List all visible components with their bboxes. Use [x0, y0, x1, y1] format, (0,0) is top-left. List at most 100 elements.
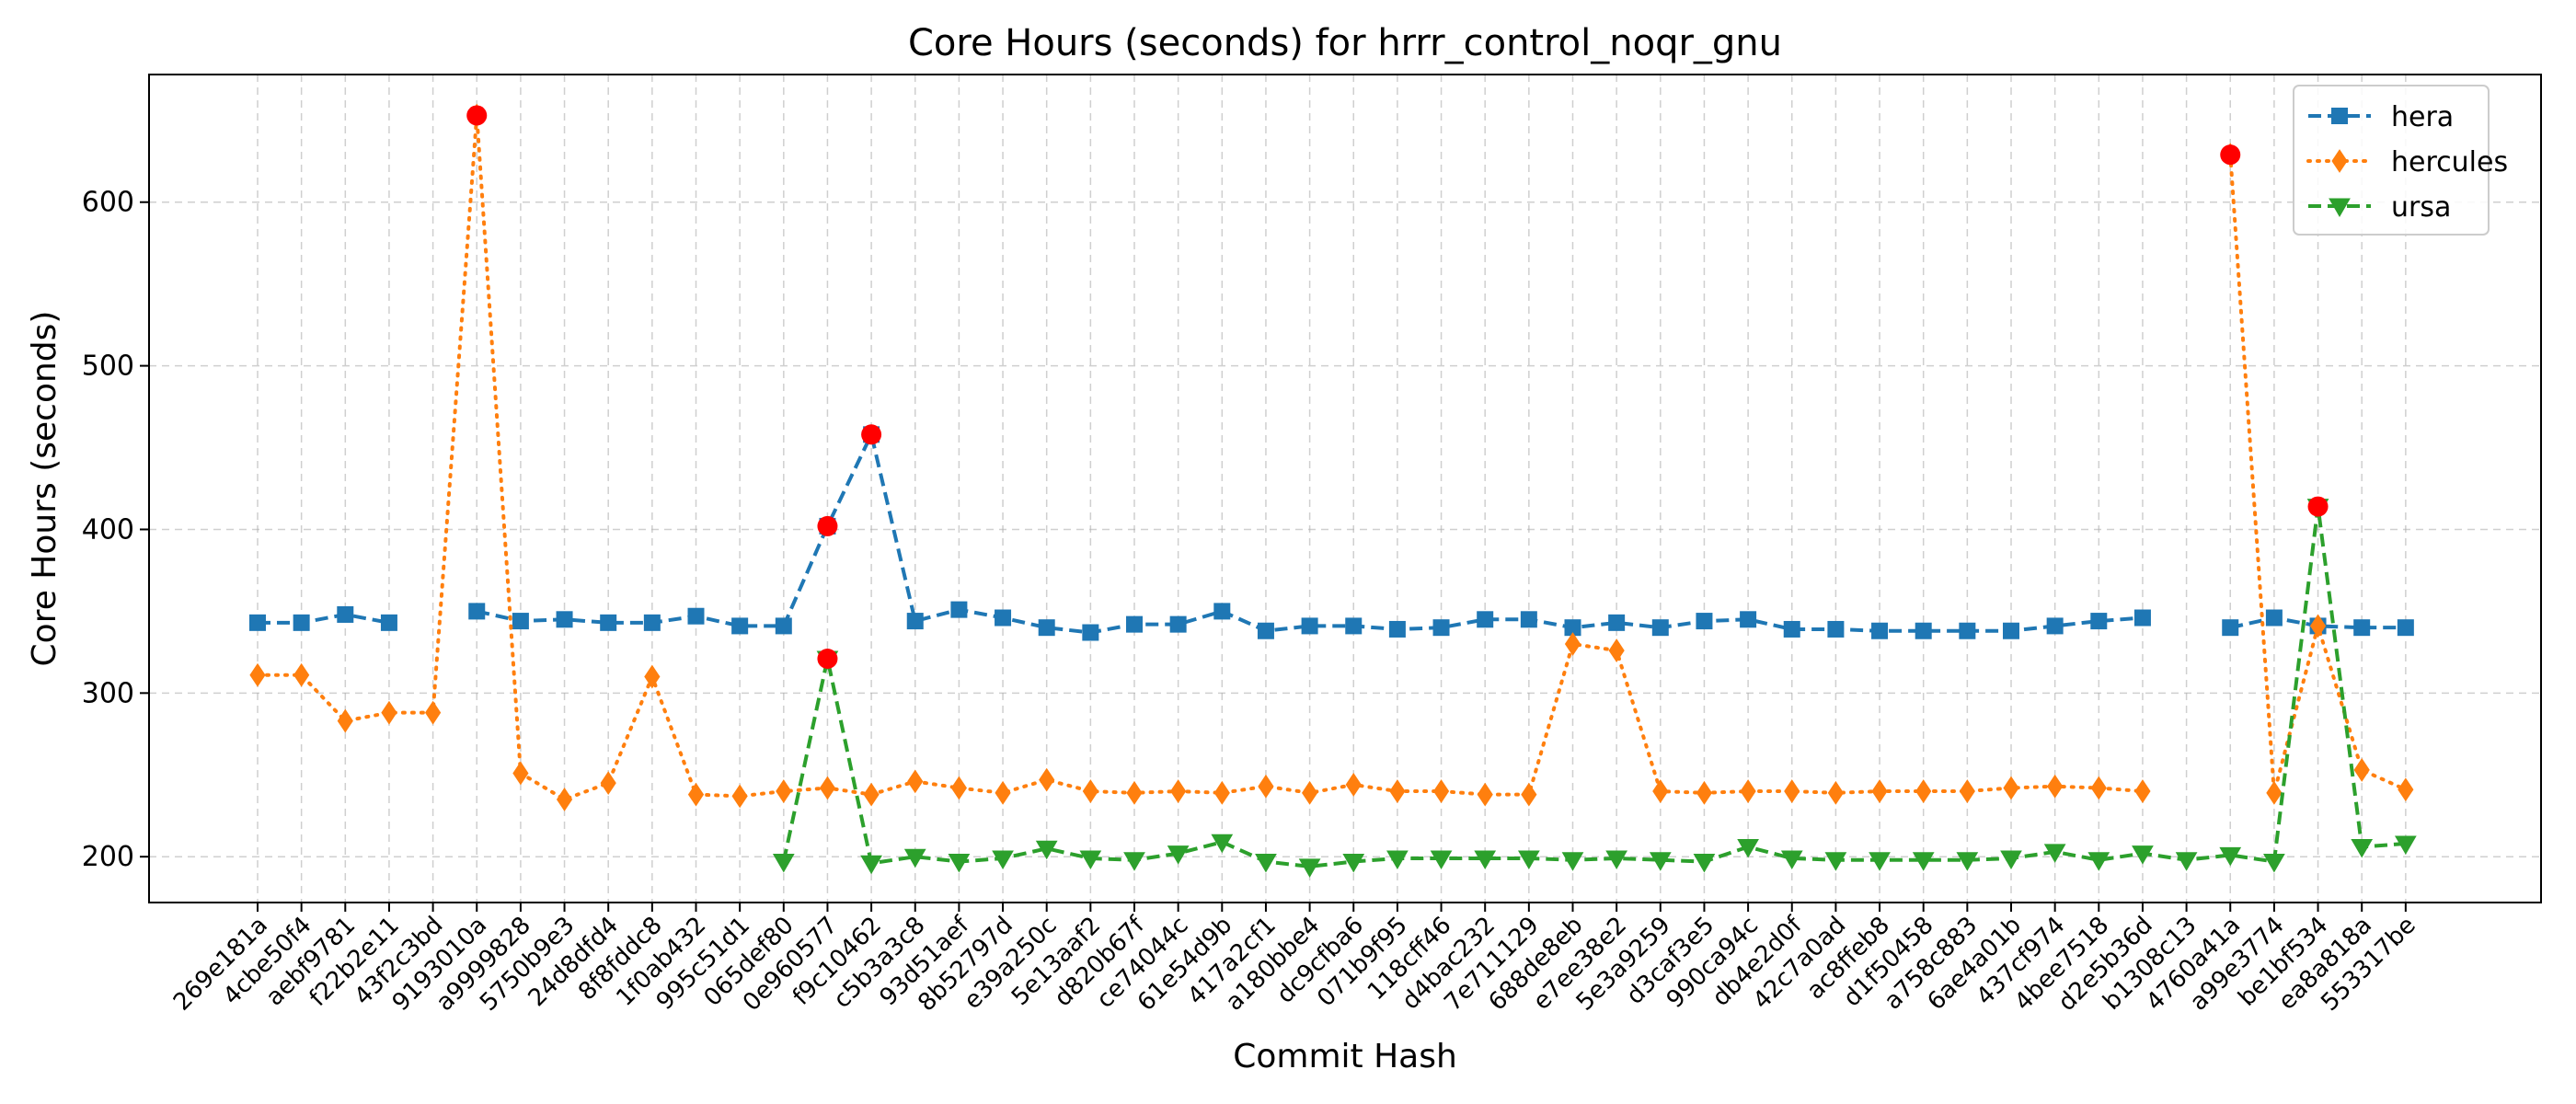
data-point-hera	[1082, 624, 1099, 641]
data-point-ursa	[1737, 839, 1759, 858]
plot-frame	[148, 74, 2542, 903]
data-point-ursa	[1869, 852, 1891, 871]
data-point-hera	[2133, 609, 2151, 627]
series-line-hera	[476, 432, 2144, 635]
data-point-hercules	[995, 780, 1011, 805]
data-point-hera	[512, 613, 529, 630]
data-point-hercules	[2134, 779, 2151, 803]
data-point-hercules	[293, 662, 310, 687]
data-point-hercules	[1258, 774, 1274, 799]
data-point-hercules	[2353, 758, 2370, 782]
series-layer	[249, 103, 2417, 878]
data-point-ursa	[2175, 852, 2198, 871]
data-point-ursa	[1517, 850, 1540, 869]
data-point-hera	[950, 601, 968, 618]
data-point-hercules	[512, 761, 529, 786]
data-point-hera	[1651, 619, 1669, 637]
data-point-hera	[2222, 619, 2239, 637]
data-point-hera	[906, 613, 924, 630]
data-point-hercules	[1959, 779, 1975, 803]
series-line-ursa	[781, 504, 2406, 868]
data-point-ursa	[1430, 850, 1453, 869]
data-point-hercules	[1871, 779, 1888, 803]
outlier-point-hera	[861, 424, 882, 445]
legend-marker-ursa	[2329, 198, 2351, 217]
data-point-hercules	[1345, 773, 1362, 797]
data-point-ursa	[1342, 854, 1365, 873]
data-point-hera	[1959, 622, 1976, 639]
data-point-hera	[1608, 614, 1626, 631]
data-point-hercules	[1389, 779, 1406, 803]
data-point-hercules	[1213, 780, 1230, 805]
series-line-hera	[258, 612, 390, 625]
legend-item-ursa: ursa	[2308, 191, 2451, 224]
legend-marker-hera	[2331, 108, 2348, 124]
data-point-hera	[2003, 622, 2019, 639]
data-point-hera	[468, 603, 486, 620]
data-point-hera	[2090, 613, 2108, 630]
y-tick-label: 500	[82, 351, 134, 383]
data-point-hercules	[1915, 779, 1932, 803]
data-point-hera	[1915, 622, 1932, 639]
data-point-hera	[1257, 622, 1274, 639]
y-axis: 200 300 400 500 600	[82, 187, 149, 873]
y-axis-label: Core Hours (seconds)	[26, 311, 63, 667]
data-point-ursa	[1693, 854, 1716, 873]
data-point-hercules	[863, 782, 880, 807]
data-point-hercules	[2309, 614, 2327, 638]
data-point-ursa	[1912, 852, 1935, 871]
data-point-hera	[1827, 620, 1845, 638]
data-point-hera	[380, 614, 397, 631]
data-point-ursa	[2394, 835, 2417, 855]
data-point-hera	[1477, 611, 1494, 628]
x-axis-label: Commit Hash	[1233, 1038, 1457, 1075]
grid	[149, 75, 2541, 903]
data-point-ursa	[2351, 839, 2374, 858]
data-point-hera	[1388, 620, 1406, 638]
data-point-hera	[687, 607, 705, 625]
data-point-hera	[556, 611, 573, 628]
data-point-hera	[1345, 617, 1363, 635]
data-point-hercules	[1696, 780, 1713, 805]
data-point-ursa	[1780, 850, 1803, 869]
data-point-hercules	[1521, 782, 1537, 807]
outlier-point-hercules	[466, 105, 488, 126]
data-point-hera	[293, 614, 310, 631]
data-point-hercules	[2003, 776, 2019, 800]
data-point-ursa	[1167, 845, 1190, 865]
data-point-hercules	[687, 782, 705, 807]
y-tick-label: 200	[82, 841, 134, 873]
data-point-ursa	[2087, 852, 2110, 871]
legend-item-hercules: hercules	[2306, 146, 2508, 178]
series-line-hercules	[256, 113, 2145, 801]
data-point-ursa	[1956, 852, 1979, 871]
data-point-hercules	[381, 700, 397, 725]
data-point-hera	[1871, 622, 1889, 639]
y-tick-label: 300	[82, 677, 134, 709]
data-point-hercules	[1608, 638, 1625, 662]
data-point-hera	[1696, 613, 1713, 630]
legend-marker-hercules	[2331, 149, 2348, 173]
data-point-ursa	[1035, 840, 1058, 860]
data-point-ursa	[1649, 852, 1672, 871]
data-point-ursa	[1824, 852, 1847, 871]
data-point-ursa	[1605, 850, 1628, 869]
data-point-hera	[2353, 619, 2371, 637]
data-point-hercules	[950, 776, 968, 800]
chart-title: Core Hours (seconds) for hrrr_control_no…	[908, 22, 1782, 64]
outlier-point-hera	[817, 515, 838, 536]
data-point-ursa	[1561, 852, 1584, 871]
legend-label-ursa: ursa	[2391, 191, 2451, 224]
legend-label-hercules: hercules	[2391, 146, 2508, 178]
data-point-hera	[1740, 611, 1757, 628]
data-point-hera	[1213, 603, 1231, 620]
data-point-hera	[600, 614, 617, 631]
data-point-ursa	[2219, 846, 2242, 867]
data-point-hercules	[1082, 779, 1098, 803]
data-point-hercules	[2047, 774, 2064, 799]
data-point-hercules	[776, 779, 792, 803]
y-tick-label: 600	[82, 187, 134, 219]
data-point-hera	[1432, 619, 1450, 637]
legend-item-hera: hera	[2308, 101, 2454, 133]
